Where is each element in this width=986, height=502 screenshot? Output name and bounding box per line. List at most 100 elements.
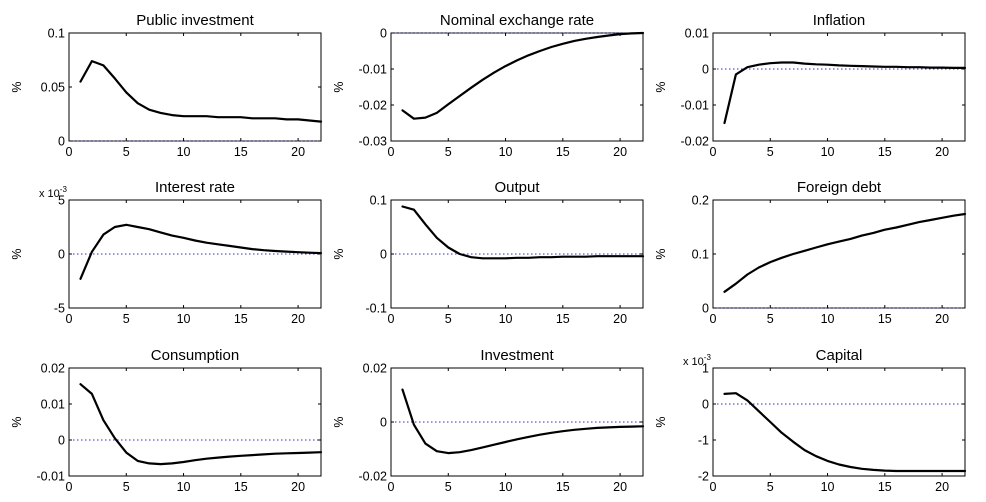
panel-nominal-exchange-rate-title: Nominal exchange rate (440, 12, 594, 29)
panel-interest-rate-ytick-label: 0 (58, 248, 65, 262)
panel-capital-xtick-label: 5 (767, 480, 774, 494)
panel-capital-ylabel: % (654, 416, 668, 427)
panel-capital-ytick-label: -2 (698, 470, 709, 484)
panel-output-xtick-label: 15 (556, 312, 570, 326)
panel-investment-xtick-label: 20 (613, 480, 627, 494)
panel-public-investment-xtick-label: 15 (234, 145, 248, 159)
panel-output-xtick-label: 0 (388, 312, 395, 326)
panel-inflation-ytick-label: -0.01 (681, 99, 710, 113)
panel-public-investment-title: Public investment (136, 12, 254, 29)
panel-inflation-xtick-label: 0 (710, 145, 717, 159)
panel-consumption-axes (68, 367, 322, 477)
panel-interest-rate-xtick-label: 20 (291, 312, 305, 326)
panel-foreign-debt-title: Foreign debt (797, 179, 882, 196)
panel-nominal-exchange-rate-xtick-label: 15 (556, 145, 570, 159)
panel-inflation-xtick-label: 20 (935, 145, 949, 159)
panel-inflation-xtick-label: 5 (767, 145, 774, 159)
panel-interest-rate-exponent-power: -3 (60, 185, 68, 194)
panel-output-series-line (401, 205, 645, 260)
panel-consumption-ytick-label: 0.02 (41, 362, 65, 376)
panel-inflation-xtick-label: 15 (878, 145, 892, 159)
panel-interest-rate-xtick-label: 10 (177, 312, 191, 326)
panel-consumption-xtick-label: 20 (291, 480, 305, 494)
panel-inflation-axes (712, 32, 966, 142)
panel-public-investment-xtick-label: 0 (66, 145, 73, 159)
panel-consumption-ytick-label: -0.01 (37, 470, 66, 484)
panel-capital-ytick-label: 1 (702, 362, 709, 376)
panel-foreign-debt-ytick-label: 0.2 (692, 194, 709, 208)
panel-nominal-exchange-rate-series-line (401, 31, 645, 120)
panel-consumption-xtick-label: 10 (177, 480, 191, 494)
panel-output-axes (390, 199, 644, 309)
panel-nominal-exchange-rate-xtick-label: 20 (613, 145, 627, 159)
panel-public-investment-ytick-label: 0.1 (48, 27, 65, 41)
panel-public-investment-axes (68, 32, 322, 142)
panel-inflation: 0 5 10 15 20 -0.02 -0.01 0 0.01 Inflation% (654, 12, 967, 159)
panel-nominal-exchange-rate-xtick-label: 10 (499, 145, 513, 159)
panel-interest-rate-series-line (79, 223, 323, 280)
panel-output-ytick-label: 0 (380, 248, 387, 262)
panel-interest-rate-ylabel: % (10, 248, 24, 259)
panel-investment-title: Investment (480, 347, 554, 364)
panel-nominal-exchange-rate-xtick-label: 5 (445, 145, 452, 159)
panel-public-investment: 0 5 10 15 20 0 0.05 0.1 Public investment% (10, 12, 323, 159)
panel-consumption-title: Consumption (151, 347, 239, 364)
panel-foreign-debt-xtick-label: 0 (710, 312, 717, 326)
panel-investment-series-line (401, 388, 645, 455)
panel-capital-xtick-label: 0 (710, 480, 717, 494)
panel-consumption-ytick-label: 0.01 (41, 398, 65, 412)
panel-inflation-title: Inflation (813, 12, 866, 29)
panel-capital-xtick-label: 20 (935, 480, 949, 494)
panel-investment-ytick-label: 0.02 (363, 362, 387, 376)
panel-capital-ytick-label: -1 (698, 434, 709, 448)
panel-consumption-xtick-label: 15 (234, 480, 248, 494)
panel-public-investment-xtick-label: 10 (177, 145, 191, 159)
panel-foreign-debt-xtick-label: 15 (878, 312, 892, 326)
panel-consumption-xtick-label: 5 (123, 480, 130, 494)
panel-public-investment-ytick-label: 0 (58, 135, 65, 149)
panel-interest-rate-xtick-label: 5 (123, 312, 130, 326)
panel-inflation-series-line (723, 61, 967, 125)
panel-public-investment-series-line (79, 59, 323, 123)
panel-output-xtick-label: 5 (445, 312, 452, 326)
panel-nominal-exchange-rate-xtick-label: 0 (388, 145, 395, 159)
panel-output-ytick-label: 0.1 (370, 194, 387, 208)
panel-inflation-ytick-label: 0.01 (685, 27, 709, 41)
panel-public-investment-ytick-label: 0.05 (41, 81, 65, 95)
panel-capital-series-line (723, 392, 967, 473)
panel-foreign-debt-ytick-label: 0 (702, 302, 709, 316)
panel-capital-title: Capital (816, 347, 863, 364)
panel-consumption-xtick-label: 0 (66, 480, 73, 494)
panel-foreign-debt-series-line (723, 212, 967, 293)
panel-capital-xtick-label: 15 (878, 480, 892, 494)
panel-public-investment-ylabel: % (10, 81, 24, 92)
panel-output-ylabel: % (332, 248, 346, 259)
panel-investment-xtick-label: 0 (388, 480, 395, 494)
panel-interest-rate-exponent-label: x 10-3 (39, 185, 67, 200)
panel-investment-xtick-label: 15 (556, 480, 570, 494)
panel-investment-xtick-label: 10 (499, 480, 513, 494)
panel-public-investment-xtick-label: 20 (291, 145, 305, 159)
panel-investment-ytick-label: 0 (380, 416, 387, 430)
panel-inflation-ytick-label: -0.02 (681, 135, 710, 149)
panel-inflation-xtick-label: 10 (821, 145, 835, 159)
panel-foreign-debt-axes (712, 199, 966, 309)
panel-capital-exponent-label: x 10-3 (683, 353, 711, 368)
panel-output-xtick-label: 20 (613, 312, 627, 326)
panel-nominal-exchange-rate-ytick-label: -0.02 (359, 99, 388, 113)
panel-nominal-exchange-rate-ytick-label: 0 (380, 27, 387, 41)
panel-foreign-debt-xtick-label: 10 (821, 312, 835, 326)
panel-output-ytick-label: -0.1 (365, 302, 387, 316)
panel-nominal-exchange-rate-ylabel: % (332, 81, 346, 92)
panel-investment-ytick-label: -0.02 (359, 470, 388, 484)
panel-consumption-ylabel: % (10, 416, 24, 427)
panel-consumption-series-line (79, 383, 323, 466)
panel-nominal-exchange-rate-axes (390, 32, 644, 142)
panel-capital-exponent-power: -3 (704, 353, 712, 362)
panel-output-title: Output (494, 179, 540, 196)
panel-foreign-debt-xtick-label: 5 (767, 312, 774, 326)
